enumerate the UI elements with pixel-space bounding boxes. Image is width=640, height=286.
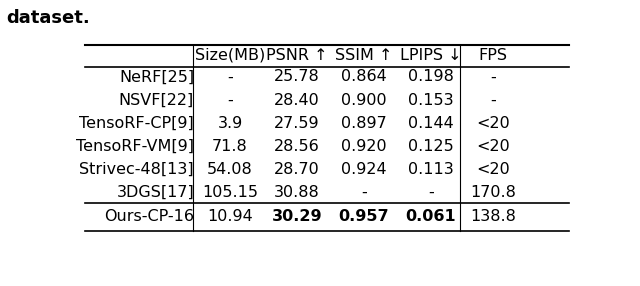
Text: 0.897: 0.897 [341, 116, 387, 131]
Text: 10.94: 10.94 [207, 209, 253, 224]
Text: 0.920: 0.920 [341, 139, 387, 154]
Text: 0.113: 0.113 [408, 162, 454, 177]
Text: 30.29: 30.29 [272, 209, 323, 224]
Text: 0.924: 0.924 [341, 162, 387, 177]
Text: PSNR ↑: PSNR ↑ [266, 48, 328, 63]
Text: NeRF[25]: NeRF[25] [119, 69, 194, 84]
Text: 105.15: 105.15 [202, 185, 258, 200]
Text: 0.957: 0.957 [339, 209, 389, 224]
Text: LPIPS ↓: LPIPS ↓ [400, 48, 461, 63]
Text: <20: <20 [476, 116, 510, 131]
Text: 138.8: 138.8 [470, 209, 516, 224]
Text: 0.153: 0.153 [408, 93, 454, 108]
Text: dataset.: dataset. [6, 9, 90, 27]
Text: 3.9: 3.9 [218, 116, 243, 131]
Text: 28.40: 28.40 [274, 93, 320, 108]
Text: NSVF[22]: NSVF[22] [119, 93, 194, 108]
Text: 3DGS[17]: 3DGS[17] [116, 185, 194, 200]
Text: -: - [490, 93, 496, 108]
Text: Size(MB): Size(MB) [195, 48, 265, 63]
Text: 30.88: 30.88 [274, 185, 320, 200]
Text: FPS: FPS [479, 48, 508, 63]
Text: -: - [428, 185, 434, 200]
Text: 0.061: 0.061 [406, 209, 456, 224]
Text: 25.78: 25.78 [274, 69, 320, 84]
Text: <20: <20 [476, 139, 510, 154]
Text: TensoRF-VM[9]: TensoRF-VM[9] [76, 139, 194, 154]
Text: -: - [227, 69, 233, 84]
Text: 0.144: 0.144 [408, 116, 454, 131]
Text: Ours-CP-16: Ours-CP-16 [104, 209, 194, 224]
Text: 71.8: 71.8 [212, 139, 248, 154]
Text: SSIM ↑: SSIM ↑ [335, 48, 393, 63]
Text: 0.864: 0.864 [341, 69, 387, 84]
Text: TensoRF-CP[9]: TensoRF-CP[9] [79, 116, 194, 131]
Text: 28.70: 28.70 [274, 162, 320, 177]
Text: 170.8: 170.8 [470, 185, 516, 200]
Text: 0.900: 0.900 [341, 93, 387, 108]
Text: 27.59: 27.59 [274, 116, 320, 131]
Text: 28.56: 28.56 [274, 139, 320, 154]
Text: 0.198: 0.198 [408, 69, 454, 84]
Text: <20: <20 [476, 162, 510, 177]
Text: -: - [490, 69, 496, 84]
Text: -: - [227, 93, 233, 108]
Text: 54.08: 54.08 [207, 162, 253, 177]
Text: -: - [361, 185, 367, 200]
Text: 0.125: 0.125 [408, 139, 454, 154]
Text: Strivec-48[13]: Strivec-48[13] [79, 162, 194, 177]
